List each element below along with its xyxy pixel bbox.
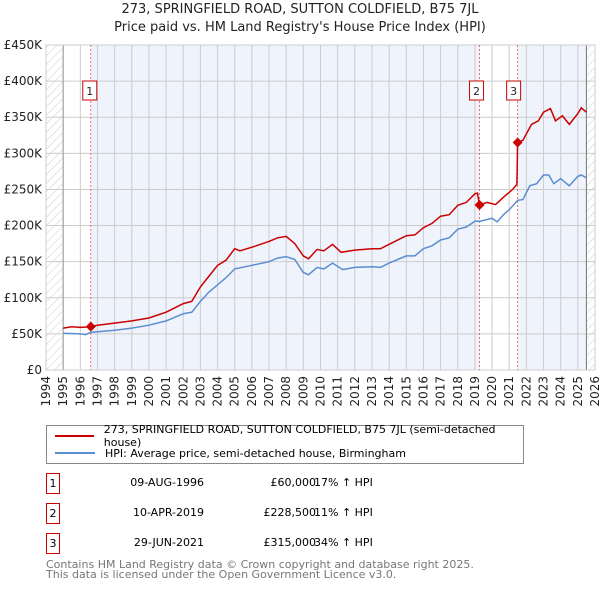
hpi-diff: 11% ↑ HPI — [314, 506, 373, 519]
legend-label: HPI: Average price, semi-detached house,… — [105, 446, 406, 460]
x-tick-label: 2019 — [468, 376, 482, 407]
x-tick-label: 1995 — [56, 376, 70, 407]
transaction-row: 1 09-AUG-1996 £60,000 17% ↑ HPI — [46, 473, 446, 494]
x-tick-label: 2001 — [159, 376, 173, 407]
hpi-diff: 17% ↑ HPI — [314, 476, 373, 489]
x-tick-label: 1996 — [73, 376, 87, 407]
x-tick-label: 1999 — [125, 376, 139, 407]
y-tick-label: £100K — [4, 291, 44, 305]
x-tick-label: 2003 — [193, 376, 207, 407]
x-tick-label: 2010 — [314, 376, 328, 407]
x-tick-label: 2012 — [348, 376, 362, 407]
y-tick-label: £350K — [4, 110, 44, 124]
hpi-diff: 34% ↑ HPI — [314, 536, 373, 549]
sale-point-marker — [474, 199, 485, 210]
legend-item-property: 273, SPRINGFIELD ROAD, SUTTON COLDFIELD,… — [55, 423, 523, 449]
x-tick-label: 2017 — [434, 376, 448, 407]
y-tick-label: £400K — [4, 74, 44, 88]
chart-title: 273, SPRINGFIELD ROAD, SUTTON COLDFIELD,… — [121, 2, 479, 17]
y-tick-label: £200K — [4, 219, 44, 233]
sale-marker-badge: 3 — [46, 533, 60, 554]
x-tick-label: 1997 — [90, 376, 104, 407]
price-chart: £0 £50K £100K £150K £200K £250K £300K £350K £400… — [4, 38, 600, 407]
x-tick-label: 2021 — [502, 376, 516, 407]
sale-date: 09-AUG-1996 — [130, 476, 204, 489]
x-tick-label: 2007 — [262, 376, 276, 407]
x-tick-label: 2004 — [211, 376, 225, 407]
hatched-region-end — [586, 45, 595, 370]
sale-point-marker — [85, 321, 96, 332]
x-tick-label: 2015 — [399, 376, 413, 407]
hpi-line — [63, 174, 587, 336]
x-tick-label: 1994 — [39, 376, 53, 407]
x-tick-label: 2026 — [588, 376, 600, 407]
footer-line-1: Contains HM Land Registry data © Crown c… — [46, 558, 474, 571]
x-tick-label: 2022 — [519, 376, 533, 407]
sale-marker-badge: 1 — [46, 473, 60, 494]
x-tick-label: 2005 — [228, 376, 242, 407]
sale-label-box — [82, 80, 98, 101]
x-tick-label: 2000 — [142, 376, 156, 407]
y-tick-label: £50K — [11, 327, 43, 341]
property-price-line — [63, 106, 587, 329]
plot-border — [45, 44, 596, 371]
footer: Contains HM Land Registry data © Crown c… — [46, 558, 474, 581]
y-tick-label: £300K — [4, 146, 44, 160]
sale-date: 10-APR-2019 — [132, 506, 204, 519]
sale-date: 29-JUN-2021 — [133, 536, 204, 549]
x-tick-label: 2006 — [245, 376, 259, 407]
hatched-region-start — [46, 45, 64, 370]
legend-label: 273, SPRINGFIELD ROAD, SUTTON COLDFIELD,… — [103, 423, 496, 449]
y-tick-label: £450K — [4, 38, 44, 52]
ownership-shade-2 — [517, 45, 587, 370]
x-tick-label: 2013 — [365, 376, 379, 407]
sale-marker-badge: 2 — [46, 503, 60, 524]
x-tick-label: 2016 — [416, 376, 430, 407]
sale-label-box — [506, 80, 522, 101]
x-tick-label: 2025 — [571, 376, 585, 407]
sale-label: 2 — [473, 85, 480, 98]
x-tick-label: 2018 — [451, 376, 465, 407]
transaction-row: 2 10-APR-2019 £228,500 11% ↑ HPI — [46, 503, 446, 524]
x-tick-label: 2011 — [331, 376, 345, 407]
x-tick-label: 2024 — [554, 376, 568, 407]
x-tick-label: 2002 — [176, 376, 190, 407]
sale-label: 1 — [86, 85, 93, 98]
x-tick-label: 1998 — [108, 376, 122, 407]
x-tick-label: 2014 — [382, 376, 396, 407]
chart-subtitle: Price paid vs. HM Land Registry's House … — [114, 20, 486, 35]
sale-price: £315,000 — [263, 536, 317, 549]
legend: 273, SPRINGFIELD ROAD, SUTTON COLDFIELD,… — [46, 423, 524, 464]
sale-price: £228,500 — [263, 506, 317, 519]
footer-line-2: This data is licensed under the Open Gov… — [46, 568, 397, 581]
x-tick-label: 2023 — [537, 376, 551, 407]
sale-label-box — [469, 80, 485, 101]
y-tick-label: £250K — [4, 182, 44, 196]
y-tick-label: £0 — [27, 363, 42, 377]
x-tick-label: 2008 — [279, 376, 293, 407]
x-tick-label: 2020 — [485, 376, 499, 407]
sale-label: 3 — [510, 85, 517, 98]
sale-price: £60,000 — [270, 476, 317, 489]
y-tick-label: £150K — [4, 255, 44, 269]
transaction-row: 3 29-JUN-2021 £315,000 34% ↑ HPI — [46, 533, 446, 554]
x-tick-label: 2009 — [296, 376, 310, 407]
legend-item-hpi: HPI: Average price, semi-detached house,… — [55, 445, 406, 461]
sale-point-marker — [512, 137, 523, 148]
